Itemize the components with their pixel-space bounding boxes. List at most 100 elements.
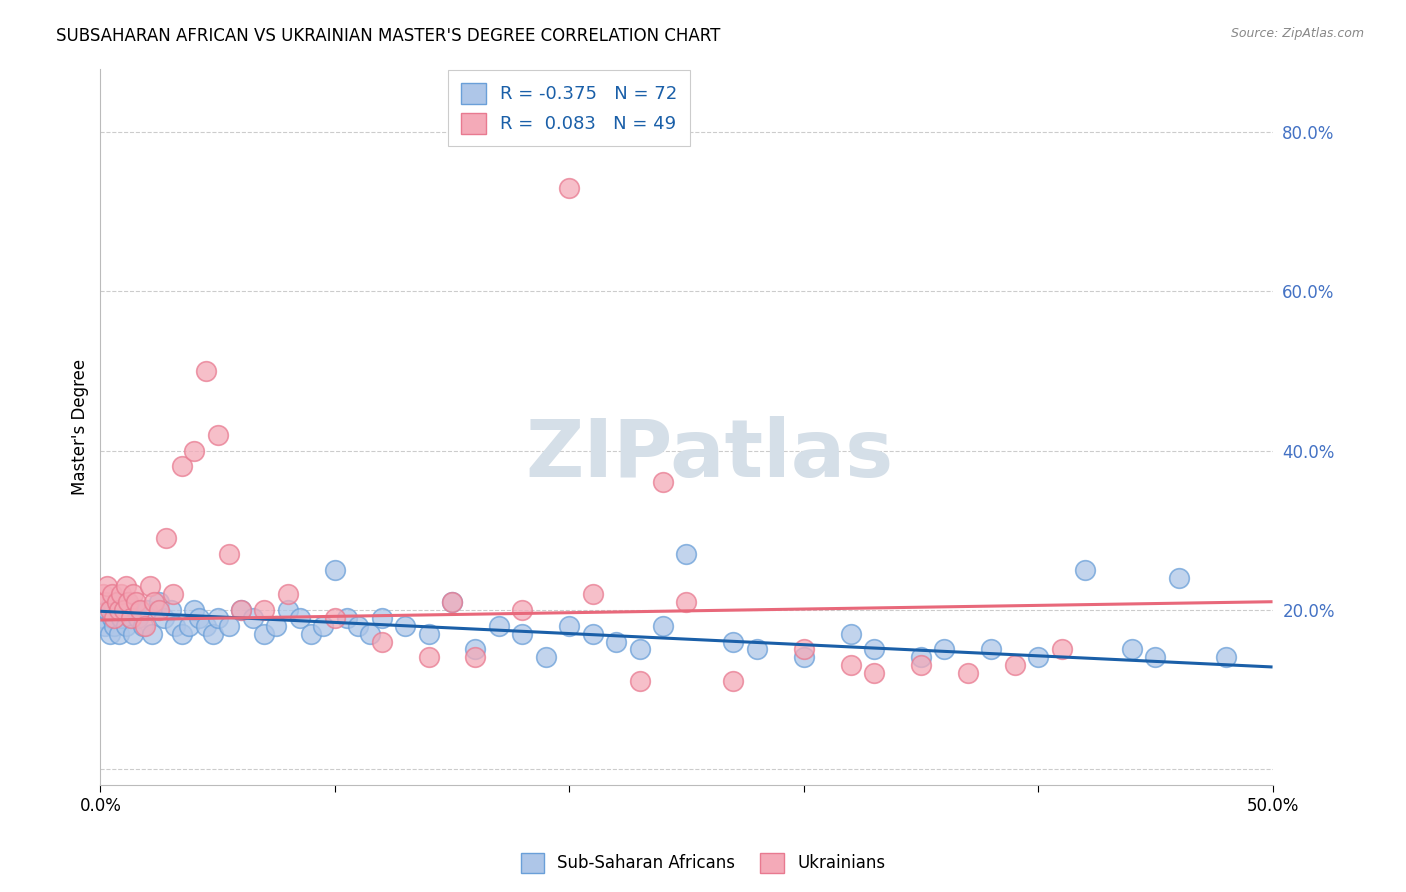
Point	[229, 602, 252, 616]
Point	[105, 602, 128, 616]
Point	[218, 547, 240, 561]
Point	[91, 610, 114, 624]
Y-axis label: Master's Degree: Master's Degree	[72, 359, 89, 495]
Point	[115, 618, 138, 632]
Point	[264, 618, 287, 632]
Point	[582, 587, 605, 601]
Point	[94, 595, 117, 609]
Point	[143, 595, 166, 609]
Point	[910, 658, 932, 673]
Point	[127, 610, 149, 624]
Point	[1050, 642, 1073, 657]
Point	[162, 587, 184, 601]
Point	[299, 626, 322, 640]
Point	[1074, 563, 1097, 577]
Legend: Sub-Saharan Africans, Ukrainians: Sub-Saharan Africans, Ukrainians	[515, 847, 891, 880]
Point	[183, 602, 205, 616]
Text: SUBSAHARAN AFRICAN VS UKRAINIAN MASTER'S DEGREE CORRELATION CHART: SUBSAHARAN AFRICAN VS UKRAINIAN MASTER'S…	[56, 27, 721, 45]
Point	[440, 595, 463, 609]
Point	[323, 563, 346, 577]
Point	[418, 650, 440, 665]
Point	[124, 602, 146, 616]
Point	[138, 579, 160, 593]
Point	[108, 626, 131, 640]
Point	[101, 587, 124, 601]
Point	[115, 579, 138, 593]
Point	[745, 642, 768, 657]
Point	[418, 626, 440, 640]
Point	[628, 642, 651, 657]
Point	[980, 642, 1002, 657]
Text: Source: ZipAtlas.com: Source: ZipAtlas.com	[1230, 27, 1364, 40]
Point	[112, 602, 135, 616]
Point	[558, 618, 581, 632]
Point	[94, 618, 117, 632]
Point	[194, 618, 217, 632]
Point	[288, 610, 311, 624]
Legend: R = -0.375   N = 72, R =  0.083   N = 49: R = -0.375 N = 72, R = 0.083 N = 49	[449, 70, 690, 146]
Point	[148, 595, 170, 609]
Point	[117, 595, 139, 609]
Point	[839, 658, 862, 673]
Point	[110, 610, 132, 624]
Point	[347, 618, 370, 632]
Point	[201, 626, 224, 640]
Point	[277, 602, 299, 616]
Point	[628, 674, 651, 689]
Point	[370, 610, 392, 624]
Point	[863, 642, 886, 657]
Point	[108, 602, 131, 616]
Point	[101, 595, 124, 609]
Point	[394, 618, 416, 632]
Point	[370, 634, 392, 648]
Point	[179, 618, 201, 632]
Point	[98, 602, 121, 616]
Point	[723, 674, 745, 689]
Point	[155, 531, 177, 545]
Point	[117, 595, 139, 609]
Point	[136, 602, 159, 616]
Point	[218, 618, 240, 632]
Point	[105, 595, 128, 609]
Point	[910, 650, 932, 665]
Point	[464, 642, 486, 657]
Point	[605, 634, 627, 648]
Point	[112, 602, 135, 616]
Point	[582, 626, 605, 640]
Point	[172, 626, 194, 640]
Point	[512, 626, 534, 640]
Point	[253, 626, 276, 640]
Point	[120, 610, 142, 624]
Point	[1121, 642, 1143, 657]
Point	[675, 595, 697, 609]
Point	[1215, 650, 1237, 665]
Point	[124, 595, 146, 609]
Point	[1144, 650, 1167, 665]
Point	[242, 610, 264, 624]
Point	[101, 610, 124, 624]
Point	[159, 602, 181, 616]
Point	[863, 666, 886, 681]
Point	[488, 618, 510, 632]
Point	[464, 650, 486, 665]
Point	[723, 634, 745, 648]
Point	[207, 610, 229, 624]
Point	[152, 610, 174, 624]
Point	[956, 666, 979, 681]
Point	[103, 618, 125, 632]
Point	[91, 587, 114, 601]
Point	[839, 626, 862, 640]
Point	[122, 587, 145, 601]
Point	[183, 443, 205, 458]
Point	[110, 587, 132, 601]
Point	[253, 602, 276, 616]
Point	[534, 650, 557, 665]
Point	[141, 626, 163, 640]
Point	[122, 626, 145, 640]
Point	[323, 610, 346, 624]
Point	[129, 602, 152, 616]
Point	[207, 427, 229, 442]
Point	[793, 650, 815, 665]
Point	[194, 364, 217, 378]
Point	[172, 459, 194, 474]
